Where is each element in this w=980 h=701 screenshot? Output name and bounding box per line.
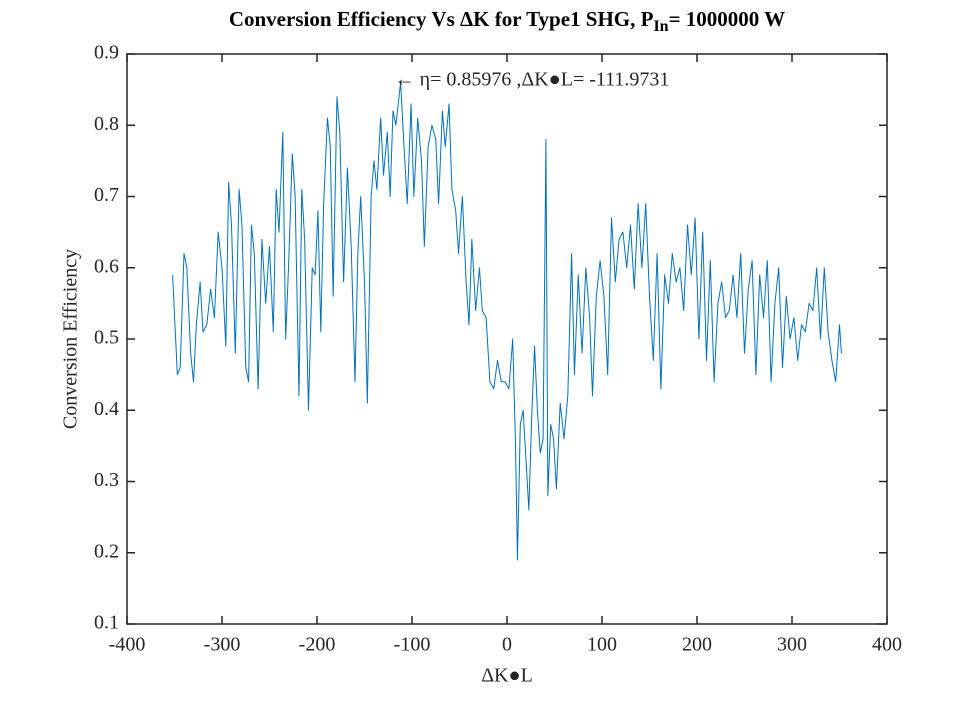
x-tick-label: 300 [777,634,807,656]
x-tick-label: 100 [587,634,617,656]
y-tick-label: 0.7 [94,184,119,206]
axes-box [126,53,888,625]
title-subscript: In [653,18,668,35]
x-tick-label: -300 [204,634,241,656]
x-tick-label: 0 [502,634,512,656]
x-tick-label: -200 [299,634,336,656]
title-main: Conversion Efficiency Vs ΔK for Type1 SH… [229,7,654,31]
x-tick-label: 400 [872,634,902,656]
annotation: ← η= 0.85976 ,ΔK●L= -111.9731 [395,68,670,90]
y-tick-label: 0.6 [94,255,119,277]
y-tick-label: 0.8 [94,113,119,135]
y-tick-label: 0.2 [94,540,119,562]
chart-title: Conversion Efficiency Vs ΔK for Type1 SH… [229,7,785,35]
x-axis-label: ΔK●L [481,665,533,687]
title-suffix: = 1000000 W [669,7,786,31]
y-tick-label: 0.5 [94,327,119,349]
x-tick-label: -400 [109,634,146,656]
x-tick-label: -100 [394,634,431,656]
y-tick-label: 0.1 [94,612,119,634]
y-axis-label: Conversion Efficiency [60,249,82,429]
y-tick-label: 0.4 [94,398,119,420]
y-tick-label: 0.3 [94,469,119,491]
y-tick-label: 0.9 [94,42,119,64]
data-line [172,82,842,561]
x-tick-label: 200 [682,634,712,656]
